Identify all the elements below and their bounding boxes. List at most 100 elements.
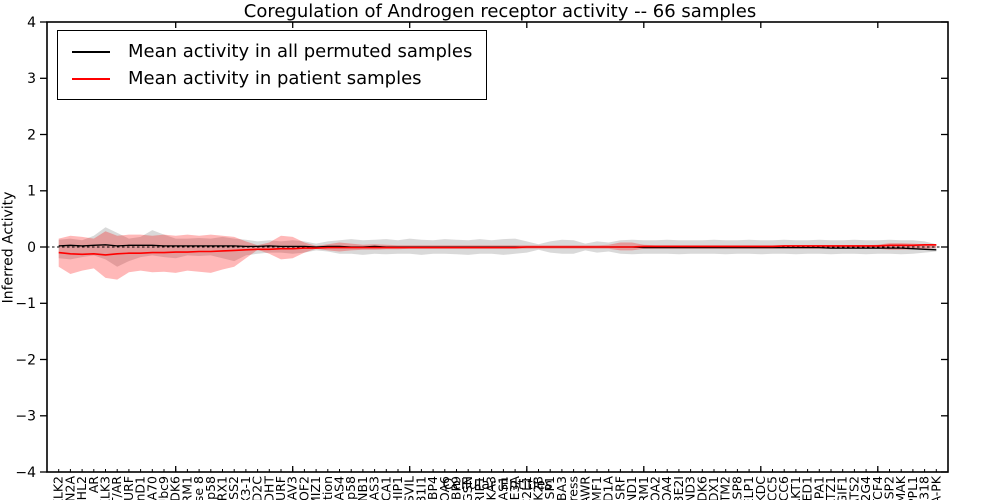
legend-label: Mean activity in patient samples <box>128 68 422 89</box>
y-tick-label: 1 <box>27 184 36 200</box>
x-category-label: T-DHT/AR/Caspase 8 <box>191 476 206 500</box>
band-patient-std <box>58 231 937 280</box>
x-category-label: LATS2 <box>846 476 861 500</box>
legend: Mean activity in all permuted samples Me… <box>57 30 488 100</box>
y-tick-label: −3 <box>15 409 36 425</box>
x-category-label: AOF2 <box>296 476 311 500</box>
x-axis-ticks <box>58 22 937 472</box>
series-line-1 <box>58 244 937 256</box>
x-category-label: T-DHT/AR/SNURF <box>121 476 136 500</box>
legend-line-sample-red <box>72 77 110 80</box>
x-category-label: KLK3 <box>98 476 113 500</box>
x-category-label: VAV3 <box>285 476 300 500</box>
x-category-label: PAWR <box>577 476 592 500</box>
y-tick-label: 0 <box>27 240 36 256</box>
legend-label: Mean activity in all permuted samples <box>128 41 473 62</box>
x-category-label: response to oxidative stress <box>566 476 581 500</box>
y-tick-label: 2 <box>27 127 36 143</box>
x-category-label: T-DHT/AR/Cyclin D3/CDK11 p58 <box>203 476 218 500</box>
x-category-label: UBE2I <box>671 476 686 500</box>
x-category-label: CCND3 <box>683 476 698 500</box>
x-category-label: PRDX1 <box>706 476 721 500</box>
y-tick-label: 3 <box>27 71 36 87</box>
x-category-label: PATZ1 <box>823 476 838 500</box>
legend-line-sample-black <box>72 50 110 53</box>
x-category-label: CTDSP1 <box>542 476 557 500</box>
x-category-label: DNA-PK <box>928 475 943 500</box>
x-category-label: KLK2 <box>51 476 66 500</box>
chart-title: Coregulation of Androgen receptor activi… <box>243 1 757 22</box>
x-category-label: AR <box>86 476 101 494</box>
x-category-label: APPL1 <box>905 476 920 500</box>
x-category-label: PRKDC <box>753 476 768 500</box>
x-category-label: TCF4 <box>870 476 885 500</box>
x-category-label: HIP1 <box>390 476 405 500</box>
x-category-label: TMF1 <box>589 476 604 500</box>
y-tick-label: −1 <box>15 296 36 312</box>
legend-item-patient: Mean activity in patient samples <box>72 65 472 92</box>
x-category-label: CTNNB1 <box>355 476 370 500</box>
x-category-label: T-DHT/AR/TIF2/CARM1 <box>179 476 194 500</box>
x-category-label: CDC2L1 <box>519 476 534 500</box>
x-category-label: PA2G4 <box>858 476 873 500</box>
x-category-label: JMJD1A <box>601 476 616 500</box>
x-category-label: AKT1 <box>788 476 803 500</box>
x-category-label: T-DHT/AR/Ubc9 <box>156 476 171 500</box>
y-tick-label: −2 <box>15 352 36 368</box>
x-category-label: T-DHT/AR <box>109 476 124 500</box>
x-category-label: NKX3-1 <box>238 476 253 500</box>
x-category-label: NCOA2 <box>648 476 663 500</box>
x-category-label: SRF <box>612 476 627 500</box>
x-category-label: T-DHT/AR/PRX1 <box>215 476 230 500</box>
x-category-label: CCND1 <box>624 476 639 500</box>
x-category-label: CDK6 <box>694 476 709 500</box>
x-category-label: MED1 <box>800 476 815 500</box>
x-category-label: PELP1 <box>741 476 756 500</box>
x-category-label: CASP8 <box>729 476 744 500</box>
x-category-label: NCOA6 <box>437 476 452 500</box>
x-category-label: PTK2B <box>531 476 546 500</box>
x-category-label: GSN <box>460 476 475 500</box>
x-category-label: XRCC6 <box>776 476 791 500</box>
x-category-label: MAK <box>893 475 908 500</box>
legend-item-permuted: Mean activity in all permuted samples <box>72 38 472 65</box>
x-category-label: mol:T-DHT <box>261 476 276 500</box>
x-category-label: SNURF <box>273 476 288 500</box>
x-category-label: PIAS1 <box>495 476 510 500</box>
x-axis-label: Cellular Entities <box>442 477 553 493</box>
x-category-label: TMPRSS2 <box>226 476 241 500</box>
x-category-label: NRIP1 <box>472 476 487 500</box>
x-category-label: CDKN2A <box>62 476 77 500</box>
y-axis-ticks: 4 3 2 1 0 −1 −2 −3 −4 <box>15 15 948 481</box>
x-category-label: NCOA4 <box>659 476 674 500</box>
x-category-label: CARM1 <box>636 476 651 500</box>
y-axis-label: Inferred Activity <box>0 191 17 304</box>
y-tick-label: −4 <box>15 465 36 481</box>
x-category-label: TGIF1 <box>835 476 850 500</box>
x-category-label: PIAS4 <box>332 476 347 500</box>
x-category-label: T-DHT/AR/CDK6 <box>168 476 183 500</box>
x-category-label: RPS6KA3 <box>484 476 499 500</box>
x-category-label: Cyclin D3/CDK11 p58 <box>343 476 358 500</box>
x-category-label: cell proliferation <box>320 476 335 500</box>
x-category-label: BRCA1 <box>378 476 393 500</box>
y-tick-label: 4 <box>27 15 36 31</box>
x-category-label: T-DHT/AR/ARA70 <box>144 476 159 500</box>
x-category-label: CTDSP2 <box>882 476 897 500</box>
x-category-label: FKBP4 <box>425 476 440 500</box>
x-category-label: FHL2 <box>74 476 89 500</box>
x-category-label: ZNF318 <box>917 476 932 500</box>
x-category-label: TGFB1I1 <box>413 476 428 500</box>
x-category-label: XRCC5 <box>765 476 780 500</box>
x-category-label: SVIL <box>402 476 417 500</box>
x-category-label: UBE3A <box>507 476 522 500</box>
x-category-label: RANBP9 <box>449 476 464 500</box>
x-category-label: PIAS3 <box>367 476 382 500</box>
x-category-label: T-DHT/AR/CyclinD1 <box>133 476 148 500</box>
x-category-label: UBA3 <box>554 476 569 500</box>
x-category-label: CMTM2 <box>718 476 733 500</box>
x-category-labels: KLK2CDKN2AFHL2ARKLK3T-DHT/ART-DHT/AR/SNU… <box>51 475 944 500</box>
x-category-label: JMJD2C <box>250 476 265 500</box>
